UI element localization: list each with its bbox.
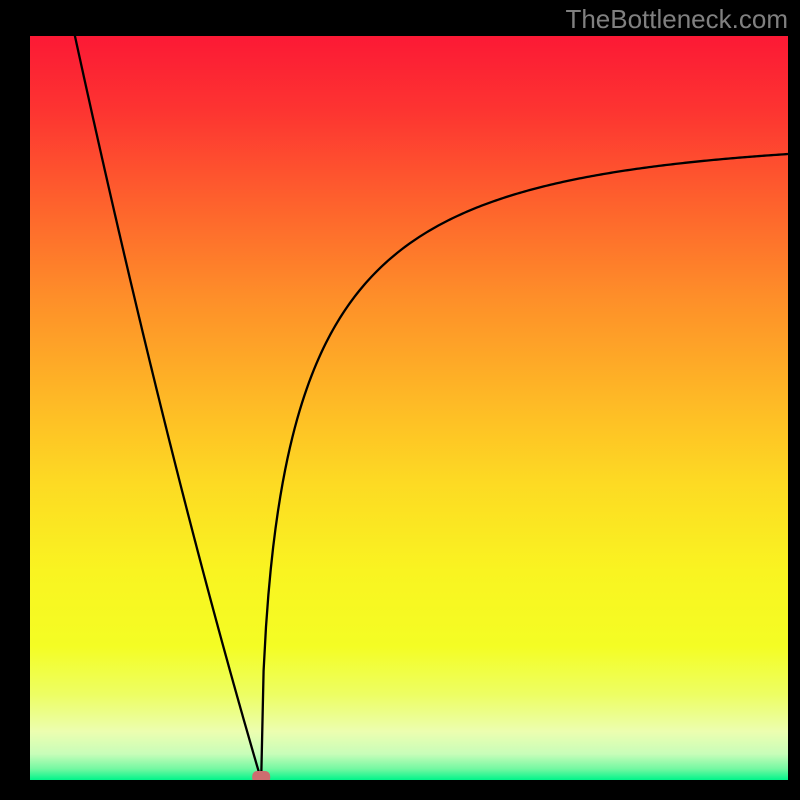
plot-area — [30, 36, 788, 780]
min-point-marker-shape — [252, 771, 270, 780]
watermark-text: TheBottleneck.com — [565, 4, 788, 35]
min-point-marker — [30, 36, 788, 780]
